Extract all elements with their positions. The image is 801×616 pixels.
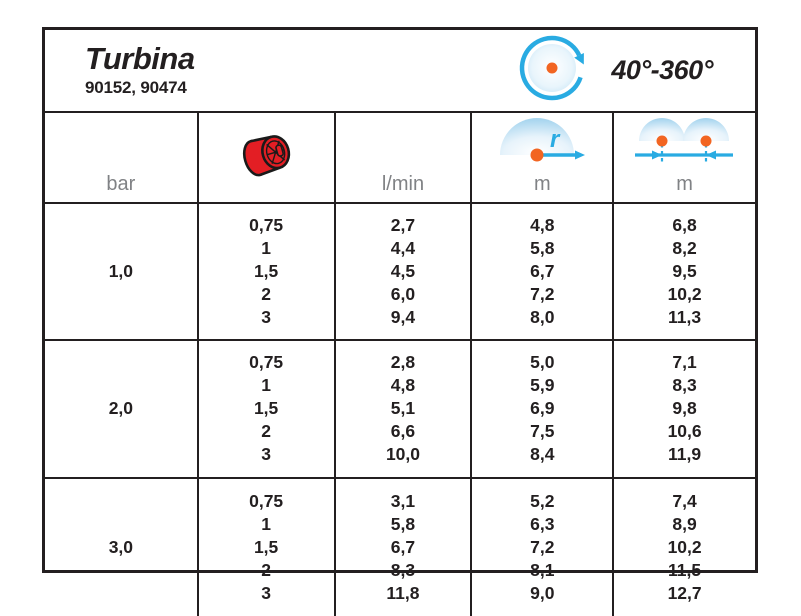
- spacing-values: 7,4 8,9 10,2 11,5 12,7: [667, 490, 702, 603]
- nozzle-sizes-cell: 0,75 1 1,5 2 3: [196, 202, 334, 339]
- header-flow: l/min: [333, 113, 471, 202]
- spacing-values-cell: 7,4 8,9 10,2 11,5 12,7: [612, 476, 755, 616]
- radius-values: 5,2 6,3 7,2 8,1 9,0: [530, 490, 555, 603]
- flow-values-cell: 2,7 4,4 4,5 6,0 9,4: [333, 202, 471, 339]
- bar-value: 1,0: [108, 260, 134, 281]
- spacing-values: 6,8 8,2 9,5 10,2 11,3: [667, 214, 702, 327]
- radius-values-cell: 5,2 6,3 7,2 8,1 9,0: [470, 476, 613, 616]
- rotation-block: 40°-360°: [517, 30, 713, 111]
- spec-sheet: Turbina 90152, 90474: [42, 27, 758, 616]
- page-title: Turbina: [85, 40, 195, 76]
- radius-values-cell: 4,8 5,8 6,7 7,2 8,0: [470, 202, 613, 339]
- spacing-icon: [623, 113, 747, 170]
- bar-value: 3,0: [108, 536, 134, 557]
- rotation-range: 40°-360°: [611, 55, 713, 85]
- product-codes: 90152, 90474: [85, 78, 187, 98]
- flow-values-cell: 2,8 4,8 5,1 6,6 10,0: [333, 338, 471, 477]
- nozzle-icon: [235, 126, 297, 189]
- header-nozzle: [196, 113, 334, 202]
- bar-value: 2,0: [108, 398, 134, 419]
- nozzle-sizes: 0,75 1 1,5 2 3: [249, 352, 284, 465]
- header-label-bar: bar: [106, 173, 136, 195]
- flow-values: 3,1 5,8 6,7 8,3 11,8: [386, 490, 420, 603]
- radius-values-cell: 5,0 5,9 6,9 7,5 8,4: [470, 338, 613, 477]
- header-label-lmin: l/min: [381, 173, 425, 195]
- title-band: Turbina 90152, 90474: [45, 30, 755, 113]
- spacing-values: 7,1 8,3 9,8 10,6 11,9: [667, 352, 702, 465]
- radius-icon: r: [492, 117, 592, 170]
- nozzle-sizes: 0,75 1 1,5 2 3: [249, 214, 284, 327]
- header-pressure: bar: [45, 113, 197, 202]
- header-label-spacing-m: m: [676, 173, 693, 195]
- bar-value-cell: 2,0: [45, 338, 197, 477]
- nozzle-sizes-cell: 0,75 1 1,5 2 3: [196, 476, 334, 616]
- flow-values-cell: 3,1 5,8 6,7 8,3 11,8: [333, 476, 471, 616]
- flow-values: 2,8 4,8 5,1 6,6 10,0: [385, 352, 420, 465]
- nozzle-sizes: 0,75 1 1,5 2 3: [249, 490, 284, 603]
- rotation-circle-icon: [517, 33, 587, 108]
- radius-values: 4,8 5,8 6,7 7,2 8,0: [530, 214, 555, 327]
- spacing-values-cell: 7,1 8,3 9,8 10,6 11,9: [612, 338, 755, 477]
- bar-value-cell: 3,0: [45, 476, 197, 616]
- radius-values: 5,0 5,9 6,9 7,5 8,4: [530, 352, 555, 465]
- bar-value-cell: 1,0: [45, 202, 197, 339]
- spacing-values-cell: 6,8 8,2 9,5 10,2 11,3: [612, 202, 755, 339]
- title-block: Turbina 90152, 90474: [85, 40, 195, 99]
- header-radius: r m: [470, 113, 612, 202]
- header-label-radius-m: m: [533, 173, 551, 195]
- nozzle-sizes-cell: 0,75 1 1,5 2 3: [196, 338, 334, 477]
- spec-table: bar l/min: [45, 113, 755, 616]
- header-spacing: m: [612, 113, 755, 202]
- flow-values: 2,7 4,4 4,5 6,0 9,4: [390, 214, 416, 327]
- svg-text:r: r: [550, 126, 561, 153]
